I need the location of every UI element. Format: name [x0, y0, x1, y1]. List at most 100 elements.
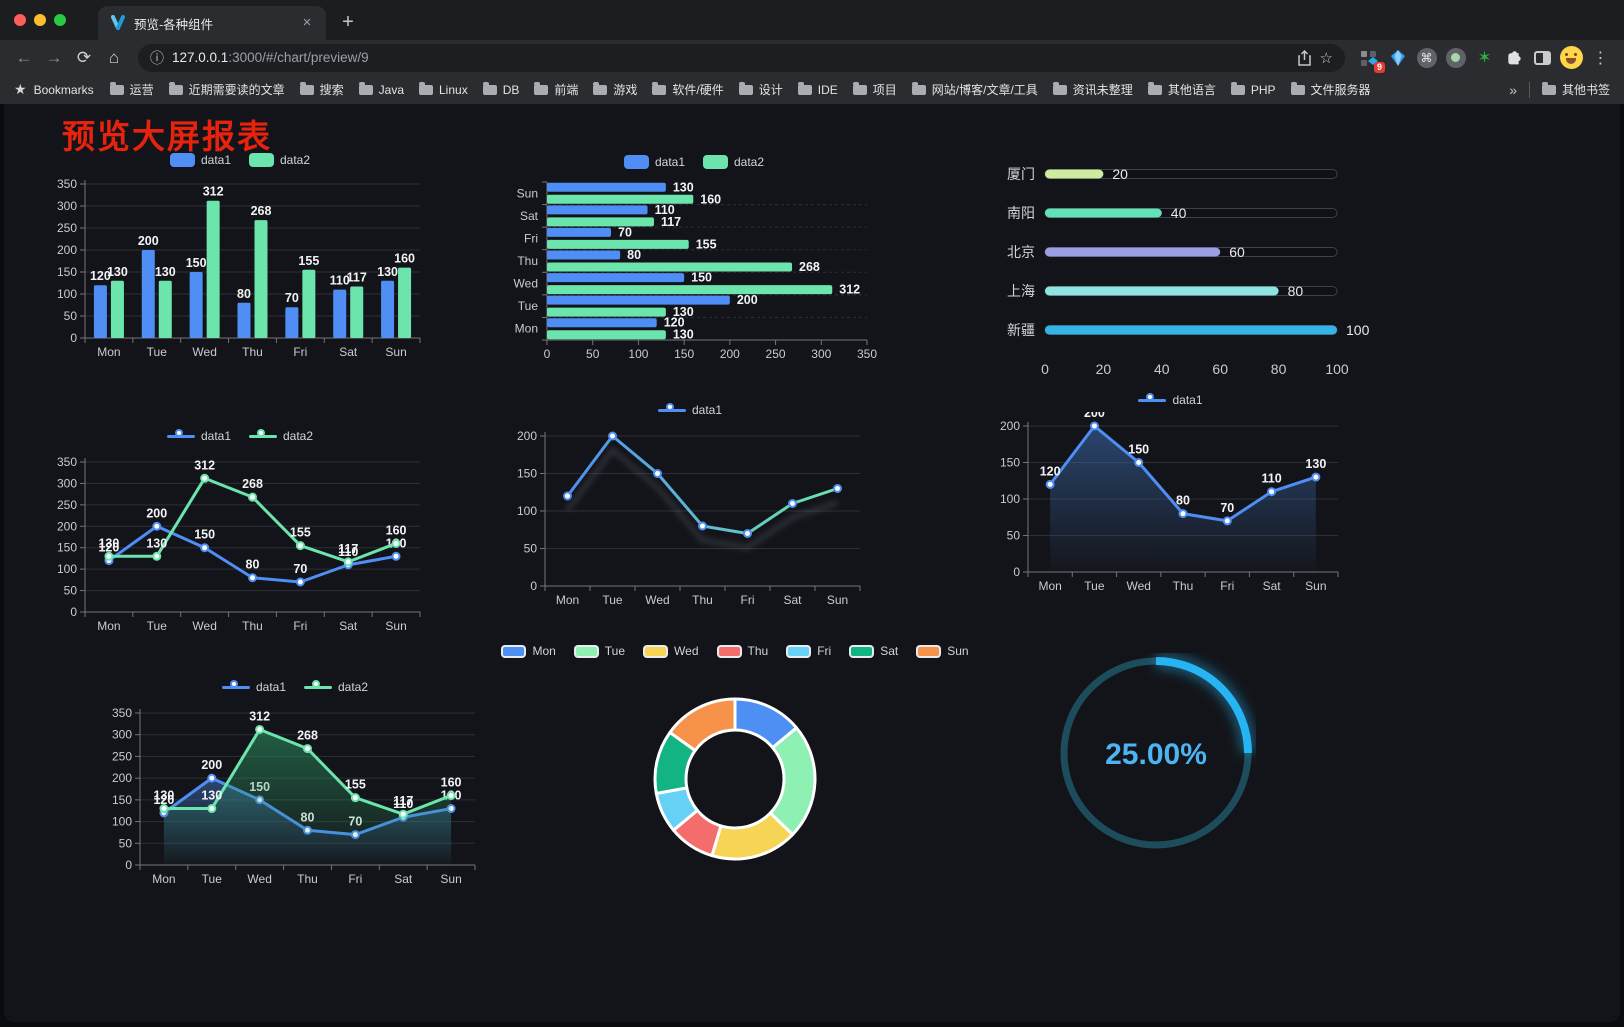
svg-text:130: 130 — [1305, 457, 1326, 471]
legend-item[interactable]: data1 — [623, 155, 685, 169]
legend-item[interactable]: Sat — [849, 644, 898, 658]
svg-text:100: 100 — [57, 287, 77, 301]
legend-item[interactable]: data2 — [304, 680, 368, 694]
legend-item[interactable]: data1 — [1138, 393, 1203, 407]
chart-legend[interactable]: data1 data2 — [505, 150, 883, 174]
gradient-line-chart[interactable]: data1 0 50 100 150 200 Mon Tue Wed Thu Fri Sat Sun — [505, 398, 875, 608]
legend-item[interactable]: data1 — [169, 153, 231, 167]
back-icon[interactable]: ← — [15, 47, 33, 67]
svg-text:110: 110 — [330, 274, 350, 288]
bookmark-folder[interactable]: 其他语言 — [1147, 81, 1216, 98]
bookmark-folder[interactable]: Linux — [419, 81, 468, 97]
other-bookmarks[interactable]: 其他书签 — [1541, 81, 1610, 98]
extension-cmd-icon[interactable]: ⌘ — [1413, 44, 1440, 71]
legend-item[interactable]: Thu — [716, 644, 768, 658]
legend-item[interactable]: Fri — [786, 644, 831, 658]
extension-grid-icon[interactable]: 9 — [1355, 44, 1385, 73]
folder-icon — [1052, 81, 1067, 95]
grouped-bar-chart[interactable]: data1 data2 0 50 100 150 200 250 300 350 Mon Tue Wed… — [45, 148, 435, 360]
svg-text:150: 150 — [57, 265, 77, 279]
bookmark-item-bookmarks[interactable]: ★ Bookmarks — [14, 81, 94, 98]
minimize-window-button[interactable] — [34, 14, 46, 26]
bookmark-folder[interactable]: PHP — [1230, 81, 1276, 97]
legend-item[interactable]: Wed — [643, 644, 699, 658]
share-icon[interactable] — [1297, 49, 1312, 66]
forward-icon[interactable]: → — [45, 47, 63, 67]
extension-star-icon[interactable]: ✶ — [1477, 47, 1492, 67]
maximize-window-button[interactable] — [54, 14, 66, 26]
menu-kebab-icon[interactable]: ⋮ — [1592, 49, 1609, 67]
bookmark-folder[interactable]: 运营 — [109, 81, 154, 98]
bookmark-folder[interactable]: 网站/博客/文章/工具 — [911, 81, 1038, 98]
legend-item[interactable]: data2 — [703, 155, 764, 169]
area-chart-single[interactable]: data1 0 50 100 150 200 Mon Tue Wed Thu Fri Sat Sun 12… — [988, 388, 1353, 594]
svg-text:117: 117 — [661, 215, 681, 229]
bookmark-folder[interactable]: 前端 — [534, 81, 578, 98]
extension-gem-icon[interactable] — [1384, 44, 1411, 71]
bookmark-folder[interactable]: 游戏 — [593, 81, 637, 98]
bookmark-folder[interactable]: Java — [358, 81, 404, 97]
chart-legend[interactable]: data1 data2 — [100, 675, 490, 699]
legend-item[interactable]: Tue — [573, 644, 625, 658]
multi-line-chart[interactable]: data1 data2 0 50 100 150 200 250 300 350 Mon Tue Wed… — [45, 424, 435, 634]
tab-close-icon[interactable]: × — [302, 14, 312, 31]
url-text[interactable]: 127.0.0.1:3000/#/chart/preview/9 — [172, 50, 1289, 65]
bookmarks-overflow-icon[interactable]: » — [1509, 81, 1517, 98]
legend-item[interactable]: data2 — [249, 429, 313, 443]
extension-record-icon[interactable] — [1442, 44, 1469, 71]
site-info-icon[interactable]: ⓘ — [150, 49, 164, 66]
progress-bar-chart[interactable]: 厦门 20 南阳 40 北京 60 上海 80 新疆 100 0 20 40 60 80 100 — [995, 158, 1415, 388]
legend-item[interactable]: data1 — [166, 429, 231, 443]
legend-label: data2 — [280, 153, 311, 167]
close-window-button[interactable] — [14, 14, 26, 26]
window-controls — [0, 0, 80, 40]
legend-item[interactable]: data1 — [221, 680, 286, 694]
legend-label: Sat — [880, 644, 899, 658]
chart-legend[interactable]: data1 — [505, 398, 875, 422]
bookmark-folder[interactable]: 项目 — [852, 81, 897, 98]
svg-text:100: 100 — [517, 504, 537, 518]
folder-icon — [482, 81, 497, 95]
bookmark-folder-label: 设计 — [758, 83, 783, 97]
legend-item[interactable]: data1 — [657, 403, 722, 417]
svg-text:150: 150 — [57, 541, 77, 555]
extensions-puzzle-icon[interactable] — [1500, 44, 1527, 71]
svg-text:150: 150 — [1000, 456, 1020, 470]
new-tab-button[interactable]: + — [342, 11, 354, 33]
profile-avatar[interactable] — [1558, 44, 1585, 71]
svg-text:Sun: Sun — [517, 186, 538, 200]
bookmark-folder[interactable]: 资讯未整理 — [1052, 81, 1133, 98]
bookmark-folder[interactable]: 软件/硬件 — [652, 81, 724, 98]
folder-icon — [652, 81, 667, 95]
horizontal-bar-chart[interactable]: data1 data2 0 50 100 150 200 250 300 350 Sun 130 160… — [505, 150, 883, 362]
bookmark-folder[interactable]: 搜索 — [299, 81, 344, 98]
bookmark-folder[interactable]: DB — [482, 81, 519, 97]
chart-legend[interactable]: Mon Tue Wed Thu Fri Sat Sun — [501, 639, 969, 663]
side-panel-icon[interactable] — [1529, 44, 1556, 71]
bookmark-folder[interactable]: 文件服务器 — [1290, 81, 1371, 98]
svg-text:50: 50 — [586, 347, 600, 361]
bookmark-folder[interactable]: 设计 — [738, 81, 783, 98]
address-bar[interactable]: ⓘ 127.0.0.1:3000/#/chart/preview/9 ☆ — [138, 43, 1345, 72]
donut-chart[interactable]: Mon Tue Wed Thu Fri Sat Sun — [501, 639, 969, 907]
legend-item[interactable]: Sun — [916, 644, 969, 658]
legend-item[interactable]: Mon — [501, 644, 556, 658]
svg-text:312: 312 — [839, 283, 860, 297]
svg-text:Wed: Wed — [645, 593, 669, 607]
chart-legend[interactable]: data1 data2 — [45, 148, 435, 172]
area-chart-multi[interactable]: data1 data2 0 50 100 150 200 250 300 350 Mon Tue Wed… — [100, 675, 490, 887]
home-icon[interactable]: ⌂ — [108, 47, 120, 67]
reload-icon[interactable]: ⟳ — [76, 47, 92, 67]
chart-legend[interactable]: data1 data2 — [45, 424, 435, 448]
svg-text:80: 80 — [246, 558, 260, 572]
svg-text:70: 70 — [285, 291, 299, 305]
bookmark-star-icon[interactable]: ☆ — [1319, 49, 1333, 67]
svg-text:0: 0 — [70, 605, 77, 619]
bookmark-folder[interactable]: 近期需要读的文章 — [168, 81, 285, 98]
browser-tab[interactable]: 预览-各种组件 × — [98, 6, 326, 40]
bookmark-folder[interactable]: IDE — [797, 81, 838, 97]
chart-legend[interactable]: data1 — [988, 388, 1353, 412]
gauge-chart[interactable]: 25.00% — [1056, 653, 1256, 853]
legend-item[interactable]: data2 — [249, 153, 310, 167]
svg-text:Mon: Mon — [97, 619, 120, 633]
